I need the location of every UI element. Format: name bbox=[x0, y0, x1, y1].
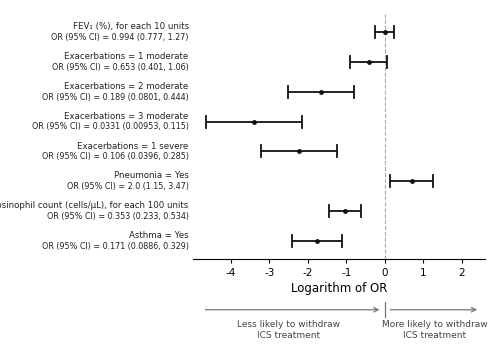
Text: FEV₁ (%), for each 10 units: FEV₁ (%), for each 10 units bbox=[72, 22, 188, 31]
Text: OR (95% CI) = 0.653 (0.401, 1.06): OR (95% CI) = 0.653 (0.401, 1.06) bbox=[52, 63, 188, 72]
Text: Pneumonia = Yes: Pneumonia = Yes bbox=[114, 172, 188, 181]
Text: Exacerbations = 1 moderate: Exacerbations = 1 moderate bbox=[64, 52, 188, 61]
Text: OR (95% CI) = 0.353 (0.233, 0.534): OR (95% CI) = 0.353 (0.233, 0.534) bbox=[46, 212, 189, 221]
Text: OR (95% CI) = 0.106 (0.0396, 0.285): OR (95% CI) = 0.106 (0.0396, 0.285) bbox=[42, 152, 188, 161]
Text: OR (95% CI) = 0.0331 (0.00953, 0.115): OR (95% CI) = 0.0331 (0.00953, 0.115) bbox=[32, 122, 188, 132]
Text: Exacerbations = 2 moderate: Exacerbations = 2 moderate bbox=[64, 82, 188, 91]
Text: Exacerbations = 3 moderate: Exacerbations = 3 moderate bbox=[64, 112, 188, 121]
Text: Blood eosinophil count (cells/μL), for each 100 units: Blood eosinophil count (cells/μL), for e… bbox=[0, 201, 188, 210]
Text: Exacerbations = 1 severe: Exacerbations = 1 severe bbox=[78, 141, 188, 150]
Text: More likely to withdraw
ICS treatment: More likely to withdraw ICS treatment bbox=[382, 320, 488, 340]
X-axis label: Logarithm of OR: Logarithm of OR bbox=[290, 282, 387, 295]
Text: OR (95% CI) = 0.171 (0.0886, 0.329): OR (95% CI) = 0.171 (0.0886, 0.329) bbox=[42, 242, 188, 251]
Text: OR (95% CI) = 0.189 (0.0801, 0.444): OR (95% CI) = 0.189 (0.0801, 0.444) bbox=[42, 92, 188, 102]
Text: OR (95% CI) = 2.0 (1.15, 3.47): OR (95% CI) = 2.0 (1.15, 3.47) bbox=[66, 182, 188, 191]
Text: Asthma = Yes: Asthma = Yes bbox=[129, 231, 188, 240]
Text: OR (95% CI) = 0.994 (0.777, 1.27): OR (95% CI) = 0.994 (0.777, 1.27) bbox=[51, 33, 188, 42]
Text: Less likely to withdraw
ICS treatment: Less likely to withdraw ICS treatment bbox=[237, 320, 340, 340]
